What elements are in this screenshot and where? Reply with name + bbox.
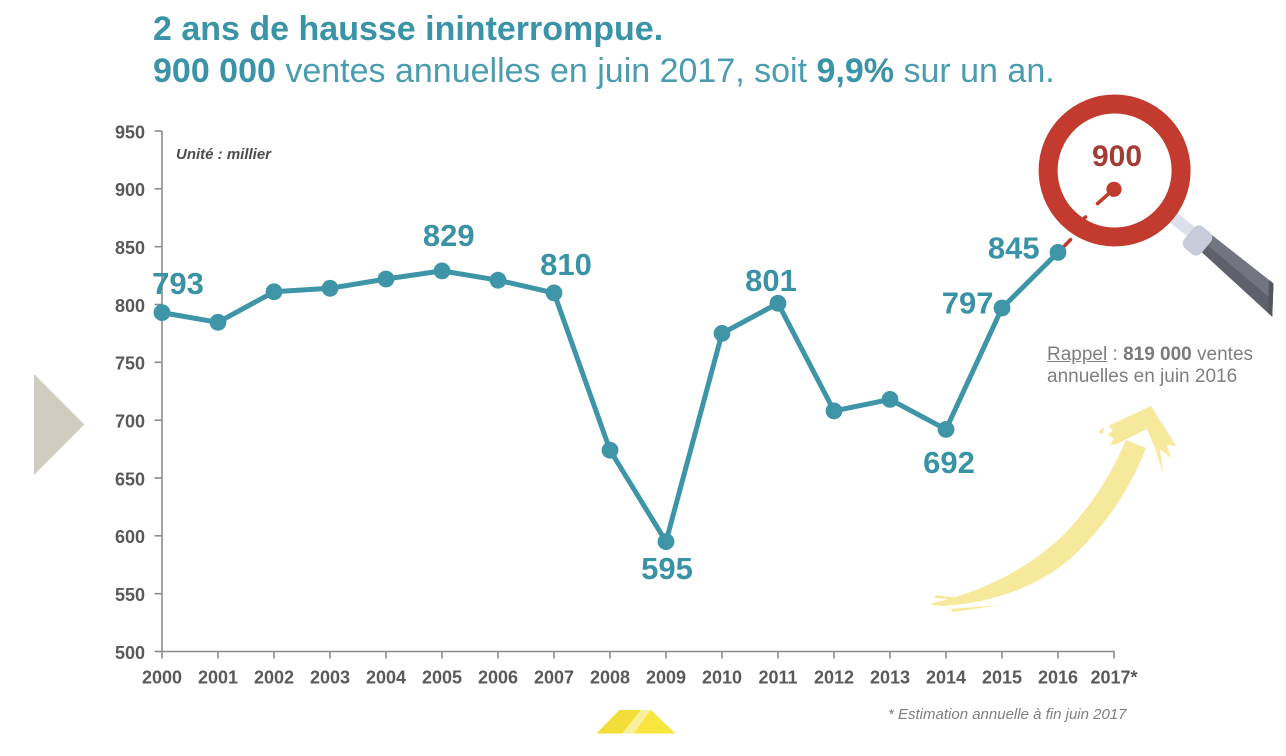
- svg-text:550: 550: [115, 585, 145, 605]
- svg-text:2016: 2016: [1038, 668, 1078, 688]
- svg-text:810: 810: [540, 247, 592, 282]
- svg-text:2009: 2009: [646, 668, 686, 688]
- svg-text:700: 700: [115, 412, 145, 432]
- svg-text:2010: 2010: [702, 668, 742, 688]
- svg-text:2017*: 2017*: [1090, 668, 1137, 688]
- svg-text:900: 900: [115, 180, 145, 200]
- svg-text:2000: 2000: [142, 668, 182, 688]
- svg-text:2013: 2013: [870, 668, 910, 688]
- svg-text:2005: 2005: [422, 668, 462, 688]
- svg-text:2001: 2001: [198, 668, 238, 688]
- svg-text:2003: 2003: [310, 668, 350, 688]
- svg-text:2002: 2002: [254, 668, 294, 688]
- svg-text:500: 500: [115, 643, 145, 663]
- svg-text:2012: 2012: [814, 668, 854, 688]
- svg-text:2007: 2007: [534, 668, 574, 688]
- svg-text:845: 845: [988, 231, 1040, 266]
- svg-text:600: 600: [115, 527, 145, 547]
- svg-text:900: 900: [1092, 140, 1142, 173]
- svg-text:750: 750: [115, 354, 145, 374]
- svg-text:2014: 2014: [926, 668, 966, 688]
- svg-text:2008: 2008: [590, 668, 630, 688]
- svg-text:2004: 2004: [366, 668, 406, 688]
- svg-text:801: 801: [745, 263, 797, 298]
- svg-text:2006: 2006: [478, 668, 518, 688]
- svg-text:650: 650: [115, 469, 145, 489]
- svg-text:950: 950: [115, 122, 145, 142]
- svg-text:2015: 2015: [982, 668, 1022, 688]
- svg-text:692: 692: [923, 445, 975, 480]
- svg-text:793: 793: [152, 266, 204, 301]
- svg-text:829: 829: [423, 218, 475, 253]
- svg-text:850: 850: [115, 238, 145, 258]
- svg-text:2011: 2011: [758, 668, 797, 688]
- svg-text:797: 797: [942, 286, 994, 321]
- svg-text:800: 800: [115, 296, 145, 316]
- svg-text:595: 595: [641, 551, 693, 586]
